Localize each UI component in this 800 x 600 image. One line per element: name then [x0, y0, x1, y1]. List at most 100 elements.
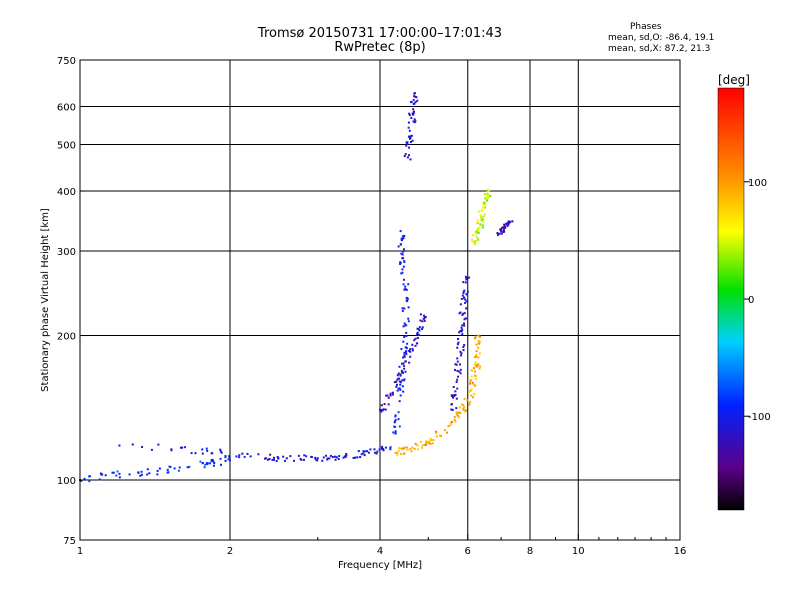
trace-point [429, 437, 432, 440]
trace-point [403, 259, 406, 262]
trace-point [411, 139, 414, 142]
trace-point [461, 333, 464, 336]
trace-point [459, 411, 462, 414]
trace-point [157, 443, 160, 446]
trace-point [224, 459, 227, 462]
trace-point [405, 296, 408, 299]
trace-point [331, 455, 334, 458]
trace-point [411, 349, 414, 352]
trace-point [463, 322, 466, 325]
trace-point [345, 454, 348, 457]
trace-point [408, 154, 411, 157]
trace-point [457, 341, 460, 344]
trace-point [404, 153, 407, 156]
trace-point [386, 394, 389, 397]
trace-point [397, 449, 400, 452]
trace-point [409, 158, 412, 161]
trace-point [477, 231, 480, 234]
trace-point [474, 374, 477, 377]
trace-point [405, 299, 408, 302]
trace-point [337, 457, 340, 460]
trace-point [219, 448, 222, 451]
trace-point [450, 394, 453, 397]
trace-point [264, 457, 267, 460]
trace-point [473, 356, 476, 359]
trace-point [456, 346, 459, 349]
trace-point [342, 456, 345, 459]
trace-point [473, 393, 476, 396]
trace-point [461, 328, 464, 331]
trace-point [419, 313, 422, 316]
trace-point [402, 237, 405, 240]
trace-point [455, 381, 458, 384]
trace-point [425, 441, 428, 444]
trace-point [266, 458, 269, 461]
trace-point [429, 442, 432, 445]
trace-point [408, 146, 411, 149]
trace-point [404, 288, 407, 291]
trace-point [479, 341, 482, 344]
trace-point [400, 252, 403, 255]
trace-point [150, 448, 153, 451]
trace-point [387, 396, 390, 399]
trace-point [419, 319, 422, 322]
trace-point [496, 233, 499, 236]
trace-point [400, 452, 403, 455]
trace-point [99, 472, 102, 475]
trace-point [468, 403, 471, 406]
trace-point [483, 213, 486, 216]
trace-point [439, 434, 442, 437]
trace-point [473, 337, 476, 340]
trace-point [443, 429, 446, 432]
trace-point [235, 455, 238, 458]
trace-point [397, 387, 400, 390]
trace-point [201, 452, 204, 455]
trace-point [335, 456, 338, 459]
trace-point [381, 447, 384, 450]
trace-point [412, 120, 415, 123]
trace-point [421, 444, 424, 447]
trace-point [400, 370, 403, 373]
trace-point [393, 421, 396, 424]
trace-point [403, 322, 406, 325]
trace-point [98, 478, 101, 481]
trace-point [405, 331, 408, 334]
trace-point [402, 364, 405, 367]
trace-point [344, 455, 347, 458]
trace-point [88, 475, 91, 478]
chart-title: Tromsø 20150731 17:00:00–17:01:43 [257, 26, 503, 41]
trace-point [456, 343, 459, 346]
trace-point [357, 450, 360, 453]
trace-point [469, 382, 472, 385]
trace-point [224, 456, 227, 459]
trace-point [431, 442, 434, 445]
trace-point [405, 141, 408, 144]
trace-point [434, 430, 437, 433]
x-tick-label: 4 [377, 546, 383, 557]
trace-point [466, 399, 469, 402]
trace-point [423, 444, 426, 447]
trace-point [479, 215, 482, 218]
trace-point [398, 400, 401, 403]
trace-point [345, 452, 348, 455]
y-axis-ticks: 75 100 200 300 400 500 600 750 [57, 56, 86, 547]
trace-point [243, 455, 246, 458]
trace-point [283, 459, 286, 462]
trace-point [381, 445, 384, 448]
trace-point [374, 451, 377, 454]
trace-point [314, 456, 317, 459]
trace-point [469, 401, 472, 404]
data-points [79, 92, 514, 483]
trace-point [219, 457, 222, 460]
trace-point [502, 231, 505, 234]
trace-point [403, 351, 406, 354]
trace-point [322, 456, 325, 459]
trace-point [396, 454, 399, 457]
trace-point [402, 390, 405, 393]
trace-point [407, 306, 410, 309]
trace-point [405, 446, 408, 449]
trace-point [419, 440, 422, 443]
trace-point [407, 126, 410, 129]
trace-point [462, 281, 465, 284]
trace-point [477, 363, 480, 366]
